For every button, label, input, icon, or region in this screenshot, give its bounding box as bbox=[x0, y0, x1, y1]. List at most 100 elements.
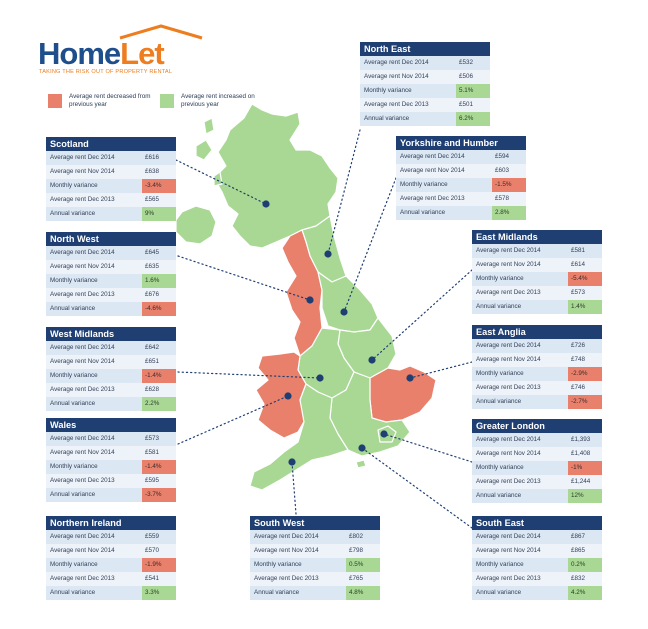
row-monthly-variance: Monthly variance 1.6% bbox=[46, 274, 176, 288]
row-nov-2014: Average rent Nov 2014 £506 bbox=[360, 70, 490, 84]
row-value: 2.2% bbox=[142, 397, 176, 411]
row-label: Monthly variance bbox=[476, 275, 524, 282]
card-title: Northern Ireland bbox=[46, 516, 176, 530]
row-value: £532 bbox=[459, 59, 474, 66]
row-nov-2014: Average rent Nov 2014 £1,408 bbox=[472, 447, 602, 461]
row-label: Average rent Nov 2014 bbox=[364, 73, 429, 80]
card-title: Scotland bbox=[46, 137, 176, 151]
row-label: Average rent Nov 2014 bbox=[50, 547, 115, 554]
row-annual-variance: Annual variance 6.2% bbox=[360, 112, 490, 126]
row-value: 1.4% bbox=[568, 300, 602, 314]
row-annual-variance: Annual variance 3.3% bbox=[46, 586, 176, 600]
row-value: £638 bbox=[145, 168, 160, 175]
row-value: -1.9% bbox=[142, 558, 176, 572]
row-value: £573 bbox=[571, 289, 586, 296]
row-value: £570 bbox=[145, 547, 160, 554]
row-dec-2013: Average rent Dec 2013 £541 bbox=[46, 572, 176, 586]
row-value: £865 bbox=[571, 547, 586, 554]
row-dec-2014: Average rent Dec 2014 £642 bbox=[46, 341, 176, 355]
row-dec-2014: Average rent Dec 2014 £726 bbox=[472, 339, 602, 353]
marker-east-midlands bbox=[368, 356, 376, 364]
card-title: East Midlands bbox=[472, 230, 602, 244]
row-nov-2014: Average rent Nov 2014 £603 bbox=[396, 164, 526, 178]
row-label: Average rent Nov 2014 bbox=[50, 168, 115, 175]
row-label: Average rent Dec 2014 bbox=[400, 153, 465, 160]
row-value: £832 bbox=[571, 575, 586, 582]
row-value: 4.8% bbox=[346, 586, 380, 600]
row-label: Average rent Dec 2014 bbox=[476, 247, 541, 254]
row-monthly-variance: Monthly variance 0.5% bbox=[250, 558, 380, 572]
region-south-west bbox=[249, 383, 349, 491]
marker-yorkshire bbox=[340, 308, 348, 316]
row-label: Average rent Dec 2014 bbox=[254, 533, 319, 540]
row-dec-2013: Average rent Dec 2013 £595 bbox=[46, 474, 176, 488]
row-value: 0.5% bbox=[346, 558, 380, 572]
row-value: £802 bbox=[349, 533, 364, 540]
row-dec-2013: Average rent Dec 2013 £501 bbox=[360, 98, 490, 112]
row-label: Average rent Dec 2013 bbox=[476, 478, 541, 485]
row-value: £645 bbox=[145, 249, 160, 256]
row-monthly-variance: Monthly variance -1.5% bbox=[396, 178, 526, 192]
row-monthly-variance: Monthly variance -1.4% bbox=[46, 369, 176, 383]
marker-north-west bbox=[306, 296, 314, 304]
leader-line-south-west bbox=[291, 461, 297, 515]
row-value: £541 bbox=[145, 575, 160, 582]
row-value: £614 bbox=[571, 261, 586, 268]
row-label: Annual variance bbox=[476, 398, 522, 405]
row-label: Average rent Nov 2014 bbox=[476, 547, 541, 554]
marker-wales bbox=[284, 392, 292, 400]
row-value: 5.1% bbox=[456, 84, 490, 98]
marker-scotland bbox=[262, 200, 270, 208]
card-wales: Wales Average rent Dec 2014 £573 Average re… bbox=[46, 418, 176, 502]
row-monthly-variance: Monthly variance 5.1% bbox=[360, 84, 490, 98]
row-value: £642 bbox=[145, 344, 160, 351]
row-nov-2014: Average rent Nov 2014 £798 bbox=[250, 544, 380, 558]
legend-increase-swatch bbox=[160, 94, 174, 108]
row-value: -2.7% bbox=[568, 395, 602, 409]
row-label: Average rent Dec 2014 bbox=[476, 436, 541, 443]
row-label: Annual variance bbox=[476, 303, 522, 310]
row-label: Average rent Dec 2013 bbox=[50, 386, 115, 393]
row-monthly-variance: Monthly variance -1% bbox=[472, 461, 602, 475]
marker-west-midlands bbox=[316, 374, 324, 382]
row-value: £581 bbox=[571, 247, 586, 254]
row-label: Annual variance bbox=[364, 115, 410, 122]
leader-line-wales bbox=[177, 395, 289, 445]
row-value: -1.5% bbox=[492, 178, 526, 192]
roof-icon bbox=[119, 24, 203, 40]
card-title: East Anglia bbox=[472, 325, 602, 339]
row-value: -5.4% bbox=[568, 272, 602, 286]
card-title: West Midlands bbox=[46, 327, 176, 341]
marker-greater-london bbox=[380, 430, 388, 438]
logo-let: Let bbox=[120, 36, 164, 71]
card-scotland: Scotland Average rent Dec 2014 £616 Average… bbox=[46, 137, 176, 221]
row-label: Monthly variance bbox=[364, 87, 412, 94]
leader-line-north-east bbox=[327, 129, 361, 255]
row-label: Monthly variance bbox=[50, 463, 98, 470]
row-value: 0.2% bbox=[568, 558, 602, 572]
row-label: Average rent Nov 2014 bbox=[50, 263, 115, 270]
logo-tagline: TAKING THE RISK OUT OF PROPERTY RENTAL bbox=[39, 69, 173, 75]
row-label: Average rent Dec 2014 bbox=[50, 154, 115, 161]
card-title: North West bbox=[46, 232, 176, 246]
row-value: £676 bbox=[145, 291, 160, 298]
row-value: £565 bbox=[145, 196, 160, 203]
row-annual-variance: Annual variance 2.2% bbox=[46, 397, 176, 411]
row-dec-2014: Average rent Dec 2014 £867 bbox=[472, 530, 602, 544]
card-north-west: North West Average rent Dec 2014 £645 Avera… bbox=[46, 232, 176, 316]
row-annual-variance: Annual variance 4.2% bbox=[472, 586, 602, 600]
row-dec-2014: Average rent Dec 2014 £645 bbox=[46, 246, 176, 260]
row-value: £501 bbox=[459, 101, 474, 108]
row-label: Annual variance bbox=[50, 589, 96, 596]
row-annual-variance: Annual variance 12% bbox=[472, 489, 602, 503]
row-annual-variance: Annual variance 9% bbox=[46, 207, 176, 221]
row-label: Monthly variance bbox=[476, 561, 524, 568]
logo-home: Home bbox=[38, 36, 121, 71]
row-dec-2014: Average rent Dec 2014 £616 bbox=[46, 151, 176, 165]
row-nov-2014: Average rent Nov 2014 £865 bbox=[472, 544, 602, 558]
row-monthly-variance: Monthly variance -1.4% bbox=[46, 460, 176, 474]
row-annual-variance: Annual variance -3.7% bbox=[46, 488, 176, 502]
row-value: £765 bbox=[349, 575, 364, 582]
row-dec-2013: Average rent Dec 2013 £1,244 bbox=[472, 475, 602, 489]
row-label: Average rent Dec 2013 bbox=[476, 575, 541, 582]
